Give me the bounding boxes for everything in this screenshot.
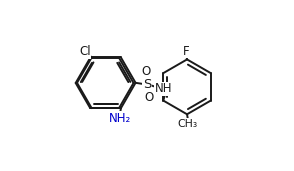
Text: O: O — [144, 91, 154, 104]
Text: NH₂: NH₂ — [109, 112, 131, 125]
Text: NH: NH — [155, 82, 172, 95]
Text: Cl: Cl — [79, 45, 91, 58]
Text: S: S — [143, 78, 151, 91]
Text: CH₃: CH₃ — [178, 119, 198, 129]
Text: F: F — [183, 45, 190, 58]
Text: O: O — [141, 65, 150, 78]
